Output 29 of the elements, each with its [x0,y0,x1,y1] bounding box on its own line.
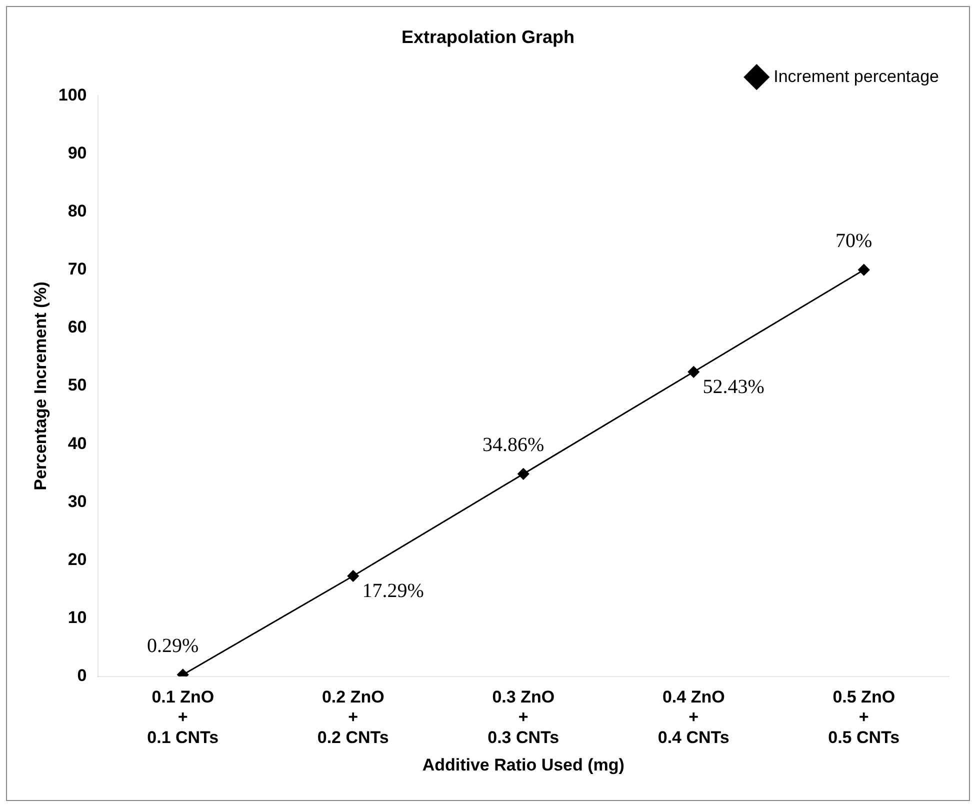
y-tick-label: 40 [68,434,87,453]
point [858,264,870,276]
y-tick-label: 30 [68,492,87,511]
point [347,570,359,582]
point [518,468,530,480]
y-tick-label: 0 [77,666,87,686]
x-tick-label: 0.5 ZnO + 0.5 CNTs [828,687,900,748]
x-tick-label: 0.3 ZnO + 0.3 CNTs [488,687,560,748]
legend-label: Increment percentage [774,66,940,86]
y-tick-label: 50 [68,376,87,395]
data-label: 17.29% [362,580,424,602]
chart-title: Extrapolation Graph [401,26,575,47]
data-label: 70% [836,230,872,252]
y-axis-title: Percentage Increment (%) [30,282,50,490]
data-label: 52.43% [702,376,764,398]
y-tick-label: 70 [68,260,87,279]
x-axis-title: Additive Ratio Used (mg) [422,755,624,774]
x-tick-label: 0.1 ZnO + 0.1 CNTs [147,687,219,748]
point [688,366,700,378]
y-tick-label: 10 [68,608,87,628]
y-tick-label: 90 [68,143,87,162]
y-tick-label: 80 [68,201,87,220]
x-tick-label: 0.4 ZnO + 0.4 CNTs [658,687,730,748]
data-label: 0.29% [147,634,199,657]
y-tick-label: 20 [68,550,87,569]
y-tick-label: 60 [68,318,87,337]
data-label: 34.86% [482,434,544,456]
y-tick-label: 100 [58,85,87,104]
x-tick-label: 0.2 ZnO + 0.2 CNTs [317,687,389,748]
